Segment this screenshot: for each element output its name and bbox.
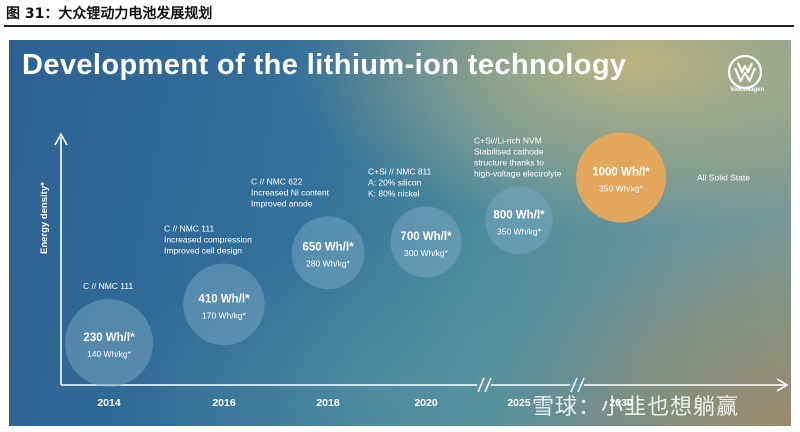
axis-break-slash-a-0 (477, 377, 485, 393)
x-tick-2030: 2030 (609, 397, 633, 409)
bubble-value-2020: 700 Wh/l* (400, 231, 452, 243)
axis-break-slash-b-1 (577, 377, 585, 393)
brand-label: Volkswagen (729, 87, 765, 93)
watermark-text: 雪球：小韭也想躺赢 (532, 395, 740, 420)
bubble-sub-2030: 350 Wh/kg* (599, 183, 644, 193)
y-axis-label: Energy density* (39, 182, 50, 254)
slide-panel: Development of the lithium-ion technolog… (9, 40, 791, 426)
bubble-sub-2025: 350 Wh/kg* (497, 226, 542, 236)
bubble-2014 (65, 299, 153, 387)
annotation-2030-line-0: All Solid State (697, 172, 750, 182)
bubble-sub-2020: 300 Wh/kg* (404, 248, 449, 258)
annotation-2018-line-2: Improved anode (251, 198, 313, 208)
annotation-2016-line-2: Improved cell design (164, 246, 242, 256)
annotation-2025-line-0: C+Si//Li-rich NVM (474, 136, 542, 146)
bubble-sub-2014: 140 Wh/kg* (87, 349, 132, 359)
axis-break-marks (477, 377, 585, 393)
bubble-value-2014: 230 Wh/l* (83, 332, 135, 344)
energy-density-chart: Energy density* 230 Wh/l* 140 Wh/kg* 410 W… (39, 132, 789, 409)
annotation-2025-line-3: high-voltage electrolyte (474, 169, 562, 179)
bubble-2016 (183, 263, 265, 346)
annotation-2014-line-0: C // NMC 111 (83, 281, 133, 291)
annotation-2016-line-1: Increased compression (164, 235, 252, 245)
annotation-2020-line-2: K: 80% nickel (368, 188, 420, 198)
annotation-2025-line-2: structure thanks to (474, 158, 544, 168)
annotation-2016-line-0: C // NMC 111 (164, 224, 214, 234)
bubble-value-2025: 800 Wh/l* (493, 209, 545, 221)
x-tick-labels: 2014 2016 2018 2020 2025 2030 (97, 397, 633, 409)
figure-caption: 图 31：大众锂动力电池发展规划 (6, 6, 213, 22)
bubble-value-2018: 650 Wh/l* (302, 242, 354, 254)
bubble-2030 (576, 132, 666, 223)
annotation-2020-line-0: C+Si // NMC 811 (368, 166, 432, 176)
bubbles-layer: 230 Wh/l* 140 Wh/kg* 410 Wh/l* 170 Wh/kg* 65… (65, 132, 666, 387)
x-tick-2020: 2020 (414, 397, 438, 409)
bubble-2018 (291, 216, 365, 290)
annotation-2018-line-0: C // NMC 622 (251, 176, 303, 186)
bubble-value-2016: 410 Wh/l* (198, 293, 250, 305)
x-axis-arrow-icon (776, 378, 789, 392)
axis-break-gap-0 (477, 377, 491, 393)
caption-divider (4, 25, 794, 27)
annotation-2018-line-1: Increased Ni content (251, 187, 330, 197)
x-tick-2014: 2014 (97, 397, 121, 409)
x-tick-2025: 2025 (507, 397, 531, 409)
y-axis-arrow-icon (54, 132, 68, 146)
annotation-2025-line-1: Stabilised cathode (474, 147, 544, 157)
slide-title: Development of the lithium-ion technolog… (22, 49, 627, 81)
annotation-2020-line-1: A: 20% silicon (368, 177, 422, 187)
bubble-sub-2018: 280 Wh/kg* (306, 259, 351, 269)
bubble-sub-2016: 170 Wh/kg* (202, 310, 247, 320)
bubble-value-2030: 1000 Wh/l* (592, 166, 650, 178)
axis-break-slash-a-1 (570, 377, 578, 393)
x-tick-2016: 2016 (212, 397, 236, 409)
bubble-2025 (485, 186, 553, 255)
x-tick-2018: 2018 (316, 397, 340, 409)
axis-break-gap-1 (570, 377, 584, 393)
volkswagen-logo-icon (727, 54, 763, 90)
axis-break-slash-b-0 (484, 377, 492, 393)
bubble-2020 (390, 206, 462, 278)
